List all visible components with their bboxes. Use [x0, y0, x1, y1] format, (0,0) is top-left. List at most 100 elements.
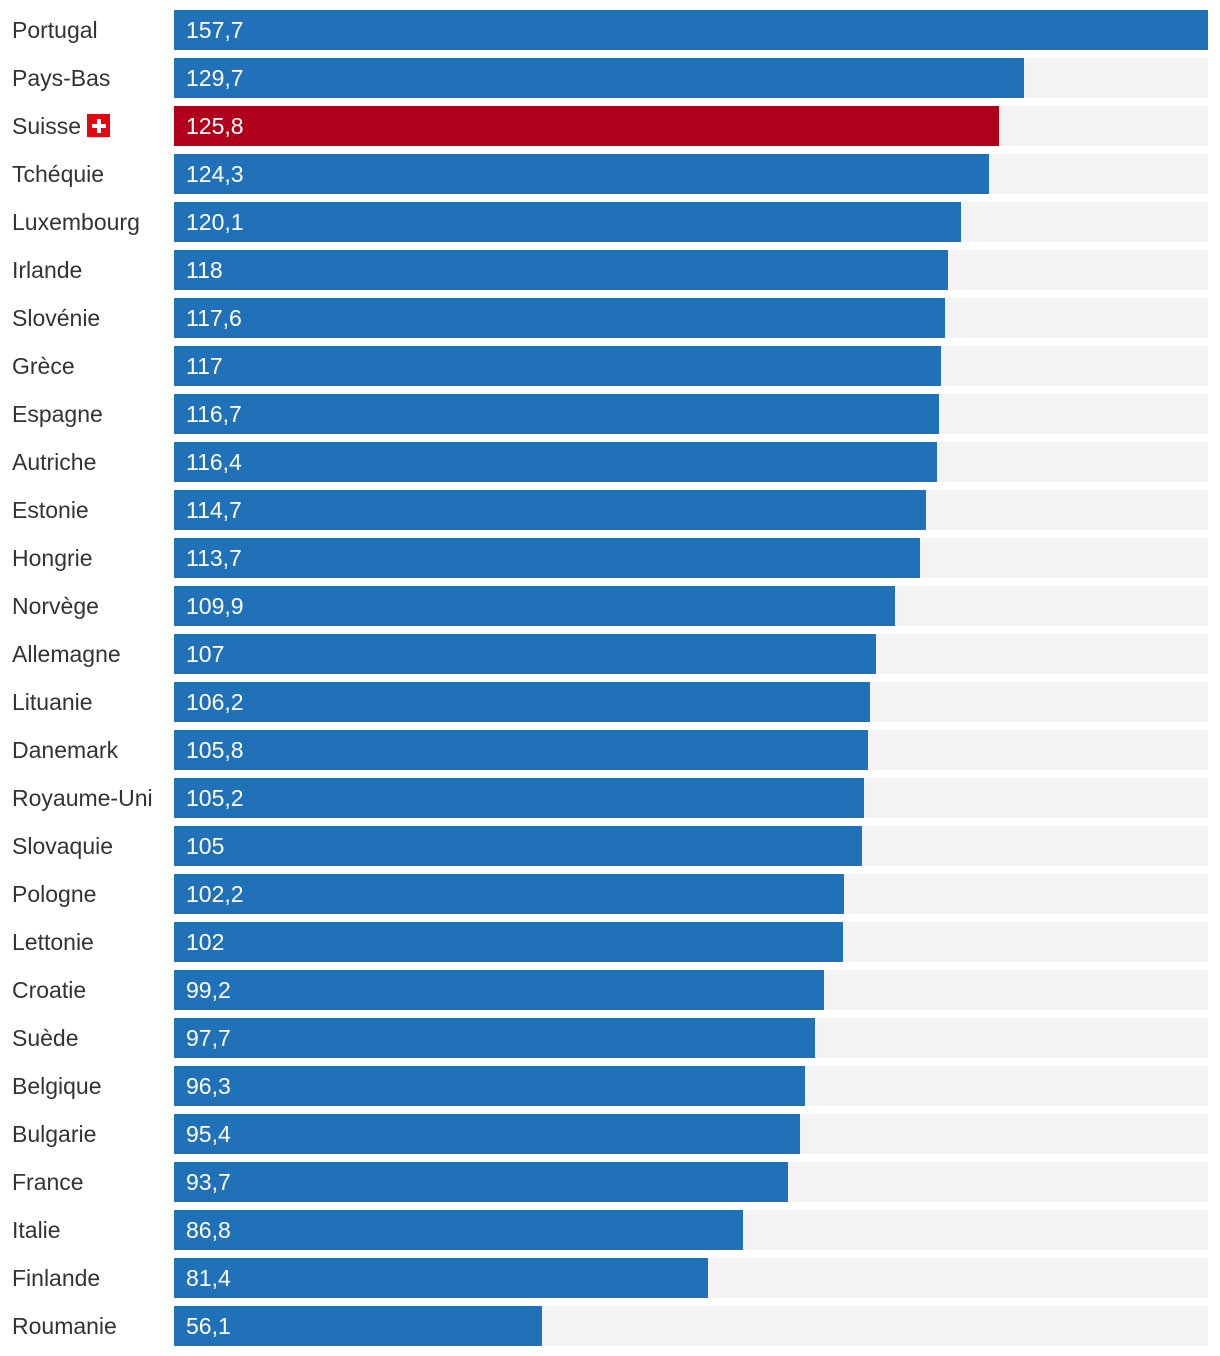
category-label: Norvège [12, 586, 99, 626]
category-label-text: Autriche [12, 449, 97, 475]
category-label-text: Pays-Bas [12, 65, 111, 91]
category-label: Lituanie [12, 682, 93, 722]
bar: 106,2 [174, 682, 870, 722]
category-label: Pays-Bas [12, 58, 110, 98]
category-label-text: Lituanie [12, 689, 93, 715]
bar: 99,2 [174, 970, 824, 1010]
bar-track: 116,4 [174, 442, 1208, 482]
bar-row: Bulgarie 95,4 [0, 1114, 1220, 1154]
category-label: Allemagne [12, 634, 121, 674]
category-label-text: Grèce [12, 353, 75, 379]
category-label-text: Bulgarie [12, 1121, 97, 1147]
category-label-text: Royaume-Uni [12, 785, 153, 811]
bar-track: 118 [174, 250, 1208, 290]
category-label: Bulgarie [12, 1114, 96, 1154]
value-label: 102,2 [186, 881, 244, 907]
bar-track: 93,7 [174, 1162, 1208, 1202]
category-label: Finlande [12, 1258, 100, 1298]
bar-row: Norvège 109,9 [0, 586, 1220, 626]
bar: 102 [174, 922, 843, 962]
category-label-text: Belgique [12, 1073, 102, 1099]
category-label: Pologne [12, 874, 96, 914]
bar-track: 86,8 [174, 1210, 1208, 1250]
value-label: 117,6 [186, 305, 242, 331]
value-label: 125,8 [186, 113, 244, 139]
bar-row: Danemark 105,8 [0, 730, 1220, 770]
bar-row: Autriche 116,4 [0, 442, 1220, 482]
category-label-text: Roumanie [12, 1313, 117, 1339]
value-label: 109,9 [186, 593, 244, 619]
bar-track: 105 [174, 826, 1208, 866]
bar: 97,7 [174, 1018, 815, 1058]
category-label: Italie [12, 1210, 61, 1250]
value-label: 129,7 [186, 65, 244, 91]
bar-track: 116,7 [174, 394, 1208, 434]
bar-track: 106,2 [174, 682, 1208, 722]
bar-track: 109,9 [174, 586, 1208, 626]
value-label: 86,8 [186, 1217, 231, 1243]
bar-track: 56,1 [174, 1306, 1208, 1346]
category-label-text: Croatie [12, 977, 87, 1003]
bar: 105,2 [174, 778, 864, 818]
value-label: 118 [186, 257, 223, 283]
bar-track: 81,4 [174, 1258, 1208, 1298]
bar-track: 120,1 [174, 202, 1208, 242]
category-label: Autriche [12, 442, 96, 482]
bar-row: Pays-Bas 129,7 [0, 58, 1220, 98]
bar: 81,4 [174, 1258, 708, 1298]
bar: 93,7 [174, 1162, 788, 1202]
bar-row: Roumanie 56,1 [0, 1306, 1220, 1346]
category-label-text: Allemagne [12, 641, 121, 667]
category-label-text: Espagne [12, 401, 103, 427]
category-label: Lettonie [12, 922, 94, 962]
bar-track: 95,4 [174, 1114, 1208, 1154]
bar: 129,7 [174, 58, 1024, 98]
category-label: Irlande [12, 250, 82, 290]
bar-row: Slovaquie 105 [0, 826, 1220, 866]
category-label-text: Estonie [12, 497, 89, 523]
bar-track: 102 [174, 922, 1208, 962]
bar: 95,4 [174, 1114, 800, 1154]
bar-row: Italie 86,8 [0, 1210, 1220, 1250]
category-label: France [12, 1162, 84, 1202]
bar-row: Hongrie 113,7 [0, 538, 1220, 578]
bar-track: 105,8 [174, 730, 1208, 770]
bar: 86,8 [174, 1210, 743, 1250]
bar: 109,9 [174, 586, 895, 626]
category-label: Estonie [12, 490, 89, 530]
value-label: 116,4 [186, 449, 242, 475]
category-label-text: Slovaquie [12, 833, 114, 859]
bar-row: Tchéquie 124,3 [0, 154, 1220, 194]
value-label: 114,7 [186, 497, 242, 523]
value-label: 99,2 [186, 977, 231, 1003]
category-label-text: Danemark [12, 737, 119, 763]
category-label: Danemark [12, 730, 118, 770]
bar-track: 113,7 [174, 538, 1208, 578]
bar-row: Allemagne 107 [0, 634, 1220, 674]
bar-track: 117,6 [174, 298, 1208, 338]
bar: 56,1 [174, 1306, 542, 1346]
category-label-text: Italie [12, 1217, 61, 1243]
value-label: 96,3 [186, 1073, 231, 1099]
bar-track: 117 [174, 346, 1208, 386]
bar: 120,1 [174, 202, 961, 242]
value-label: 117 [186, 353, 223, 379]
bar-track: 124,3 [174, 154, 1208, 194]
category-label-text: Luxembourg [12, 209, 140, 235]
category-label-text: Norvège [12, 593, 99, 619]
bar: 124,3 [174, 154, 989, 194]
bar-track: 114,7 [174, 490, 1208, 530]
bar-track: 97,7 [174, 1018, 1208, 1058]
bar-row: Royaume-Uni 105,2 [0, 778, 1220, 818]
bar-track: 157,7 [174, 10, 1208, 50]
bar-track: 105,2 [174, 778, 1208, 818]
bar: 116,7 [174, 394, 939, 434]
value-label: 105,8 [186, 737, 244, 763]
category-label: Portugal [12, 10, 98, 50]
bar-row: Luxembourg 120,1 [0, 202, 1220, 242]
category-label-text: Portugal [12, 17, 98, 43]
bar: 105,8 [174, 730, 868, 770]
category-label-text: France [12, 1169, 84, 1195]
category-label-text: Irlande [12, 257, 83, 283]
bar: 117 [174, 346, 941, 386]
